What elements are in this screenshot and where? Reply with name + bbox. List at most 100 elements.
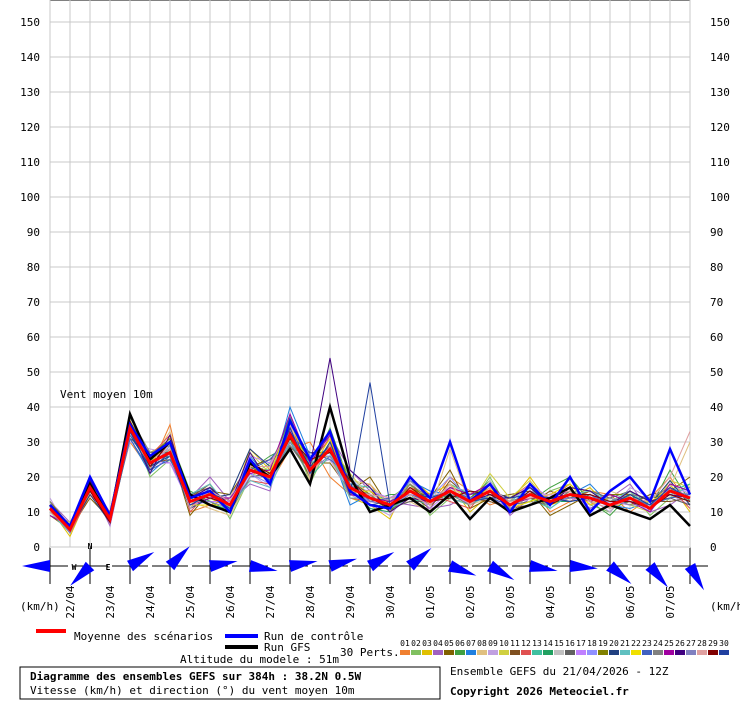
legend-label: 06 [455,639,465,648]
x-tick-label: 27/04 [264,585,277,618]
y-tick-label-right: 150 [710,16,730,29]
legend-swatch [686,650,696,655]
legend-label: 05 [444,639,454,648]
x-tick-label: 03/05 [504,585,517,618]
run-info: Ensemble GEFS du 21/04/2026 - 12Z [450,665,669,678]
legend-swatch [444,650,454,655]
y-tick-label-right: 90 [710,226,723,239]
legend-swatch [521,650,531,655]
legend-label: 25 [664,639,674,648]
subtitle: Vitesse (km/h) et direction (°) du vent … [30,684,355,697]
compass-w: W [72,563,77,572]
gfs-line [49,402,691,532]
legend-swatch [510,650,520,655]
y-tick-label-right: 100 [710,191,730,204]
legend-label: 13 [532,639,542,648]
legend-label: 08 [477,639,487,648]
legend-label: 30 [719,639,729,648]
wind-arrow [248,560,278,572]
y-tick-label: 60 [27,331,40,344]
y-tick-label-right: 80 [710,261,723,274]
legend-label: 14 [543,639,553,648]
y-tick-label: 150 [20,16,40,29]
x-tick-label: 23/04 [104,585,117,618]
y-tick-label: 10 [27,506,40,519]
y-tick-label-right: 120 [710,121,730,134]
legend-swatch [433,650,443,655]
legend-label: 10 [499,639,509,648]
legend-swatch [719,650,729,655]
legend-label: 11 [510,639,520,648]
wind-arrow [127,552,155,572]
legend-swatch [609,650,619,655]
altitude: Altitude du modele : 51m [180,653,339,666]
x-tick-label: 30/04 [384,585,397,618]
legend-label: 21 [620,639,630,648]
wind-arrow [367,552,395,572]
x-tick-label: 07/05 [664,585,677,618]
legend-swatch [642,650,652,655]
wind-arrow [406,548,432,571]
y-tick-label: 20 [27,471,40,484]
y-tick-label: 50 [27,366,40,379]
y-tick-label-right: 30 [710,436,723,449]
y-tick-label-right: 140 [710,51,730,64]
y-tick-label-right: 40 [710,401,723,414]
title-box [19,666,441,700]
y-tick-label: 40 [27,401,40,414]
legend-label: 24 [653,639,663,648]
wind-arrow [208,560,238,572]
legend-swatch [653,650,663,655]
legend-label: 19 [598,639,608,648]
legend-swatch [488,650,498,655]
legend-swatch [598,650,608,655]
legend-label: 28 [697,639,707,648]
legend-swatch [543,650,553,655]
y-tick-label: 120 [20,121,40,134]
wind-arrow [22,560,50,572]
legend-swatch [664,650,674,655]
x-tick-label: 29/04 [344,585,357,618]
legend-label: 09 [488,639,498,648]
legend-label: Moyenne des scénarios [74,630,213,643]
y-tick-label: 70 [27,296,40,309]
y-tick-label: 100 [20,191,40,204]
y-tick-label: 0 [33,541,40,554]
legend-label: 16 [565,639,575,648]
legend-swatch [400,650,410,655]
legend-swatch [499,650,509,655]
legend-swatch [477,650,487,655]
x-tick-label: 24/04 [144,585,157,618]
mean-line [48,423,691,533]
compass-e: E [106,563,111,572]
legend-label: 17 [576,639,586,648]
legend-swatch [675,650,685,655]
y-unit-left: (km/h) [20,600,60,613]
legend-label: 12 [521,639,531,648]
annotation: Vent moyen 10m [60,388,153,401]
wind-arrow [447,560,477,576]
wind-arrow [70,561,95,586]
legend-swatch [532,650,542,655]
title: Diagramme des ensembles GEFS sur 384h : … [30,670,362,683]
y-tick-label-right: 130 [710,86,730,99]
x-tick-label: 25/04 [184,585,197,618]
x-tick-label: 06/05 [624,585,637,618]
legend-swatch [455,650,465,655]
legend-swatch [466,650,476,655]
wind-arrow [684,563,704,591]
y-tick-label: 110 [20,156,40,169]
wind-arrow [165,546,190,571]
y-tick-label: 90 [27,226,40,239]
copyright: Copyright 2026 Meteociel.fr [450,685,629,698]
wind-arrow [569,560,598,572]
wind-arrow [288,560,318,572]
legend-label: 22 [631,639,641,648]
legend-swatch [565,650,575,655]
wind-arrow [528,560,558,572]
legend-swatch [422,650,432,655]
legend-swatch [708,650,718,655]
y-tick-label-right: 110 [710,156,730,169]
wind-arrow [487,560,515,580]
x-tick-label: 01/05 [424,585,437,618]
